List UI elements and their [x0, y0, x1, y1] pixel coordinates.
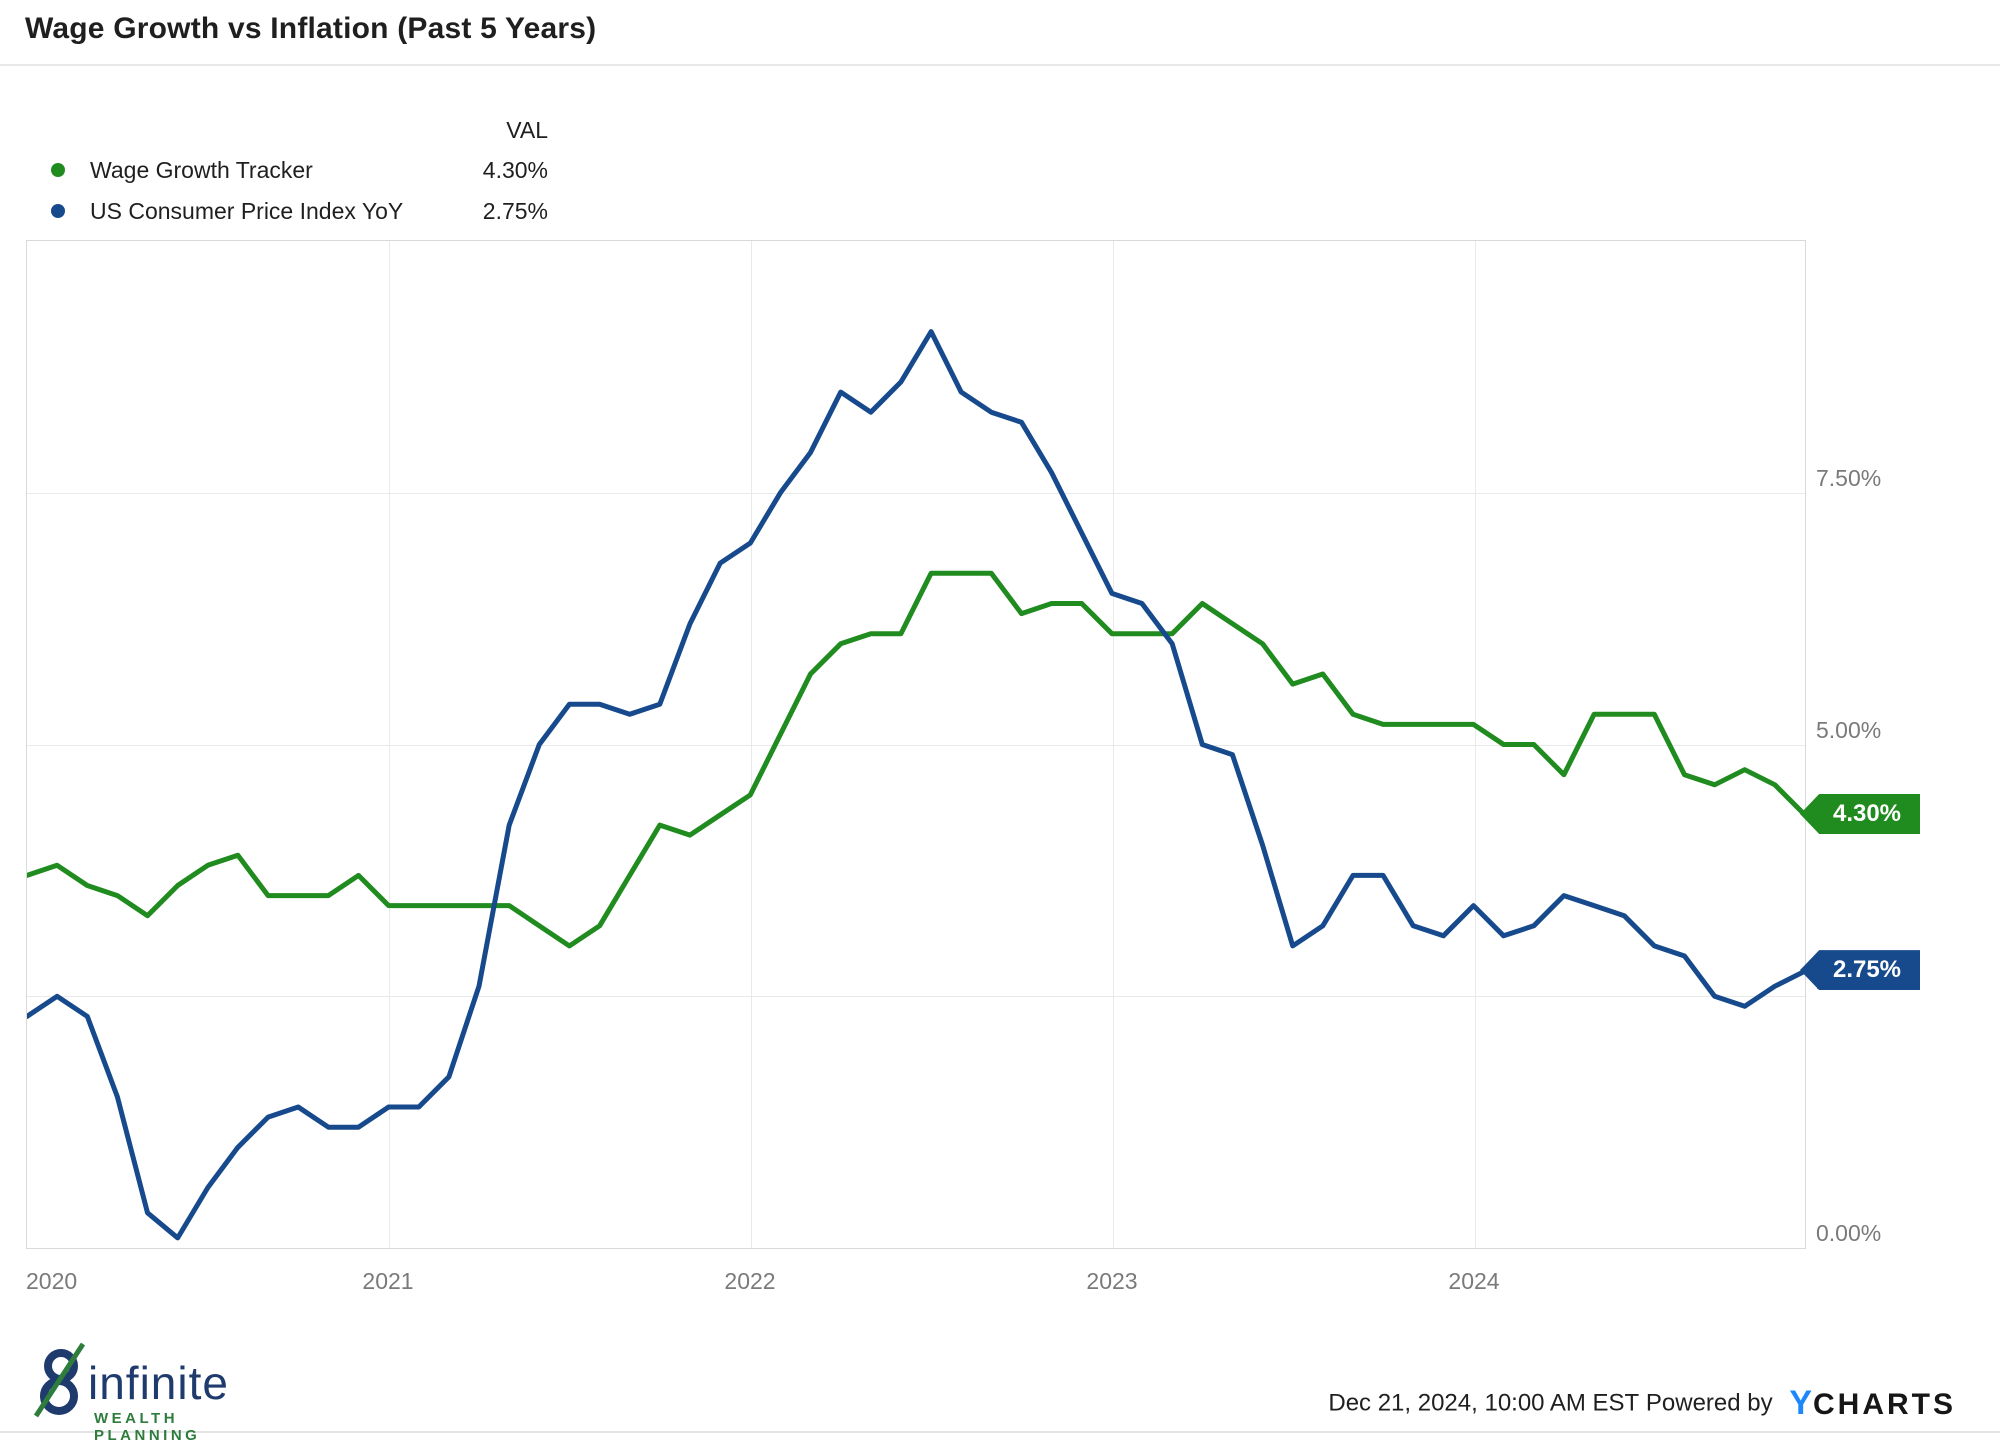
gridline-2-5 — [27, 996, 1805, 997]
x-tick-2020: 2020 — [26, 1268, 78, 1294]
gridline-2021 — [389, 241, 390, 1248]
cpi-value-badge: 2.75% — [1800, 950, 1920, 991]
gridline-5-0 — [27, 745, 1805, 746]
legend-row-wage-growth: Wage Growth Tracker 4.30% — [0, 156, 548, 184]
x-tick-2023: 2023 — [1086, 1268, 1138, 1294]
ycharts-logo-y: Y — [1789, 1384, 1813, 1422]
gridline-2023 — [1113, 241, 1114, 1248]
legend-value: 4.30% — [482, 157, 548, 183]
y-tick-0-00: 0.00% — [1816, 1220, 1882, 1246]
plot-area — [26, 240, 1806, 1249]
legend-val-column-header: VAL — [506, 117, 548, 143]
x-tick-2021: 2021 — [362, 1268, 414, 1294]
badge-text: 4.30% — [1832, 799, 1902, 827]
series-line-0 — [27, 570, 1805, 949]
gridline-2022 — [751, 241, 752, 1248]
gridline-7-5 — [27, 493, 1805, 494]
wage-growth-series-dot-icon — [51, 163, 65, 177]
x-tick-2022: 2022 — [724, 1268, 776, 1294]
brand-subtitle: WEALTH PLANNING — [94, 1410, 201, 1444]
series-line-1 — [27, 329, 1805, 1241]
series-lines-svg — [27, 329, 1805, 1241]
page-title: Wage Growth vs Inflation (Past 5 Years) — [25, 12, 597, 45]
legend-value: 2.75% — [482, 198, 548, 224]
gridline-2024 — [1475, 241, 1476, 1248]
infinite-wealth-planning-logo: infinite WEALTH PLANNING — [28, 1340, 288, 1444]
timestamp: Dec 21, 2024, 10:00 AM EST — [1328, 1389, 1640, 1417]
footer-attribution: Dec 21, 2024, 10:00 AM EST Powered by YC… — [1328, 1384, 1956, 1423]
legend-label: Wage Growth Tracker — [90, 157, 313, 183]
wage-growth-value-badge: 4.30% — [1800, 793, 1920, 834]
title-divider — [0, 64, 2000, 66]
ycharts-logo-charts: CHARTS — [1813, 1388, 1956, 1421]
infinity-dollar-icon — [33, 1342, 86, 1418]
legend-row-cpi: US Consumer Price Index YoY 2.75% — [0, 197, 548, 225]
ycharts-logo: YCHARTS — [1789, 1384, 1956, 1423]
brand-name: infinite — [88, 1357, 229, 1409]
badge-text: 2.75% — [1832, 956, 1902, 984]
legend-label: US Consumer Price Index YoY — [90, 198, 404, 224]
y-tick-5-00: 5.00% — [1816, 717, 1882, 743]
powered-by-label: Powered by — [1645, 1389, 1773, 1417]
cpi-series-dot-icon — [51, 204, 65, 218]
x-tick-2024: 2024 — [1448, 1268, 1500, 1294]
y-tick-7-50: 7.50% — [1816, 465, 1882, 491]
